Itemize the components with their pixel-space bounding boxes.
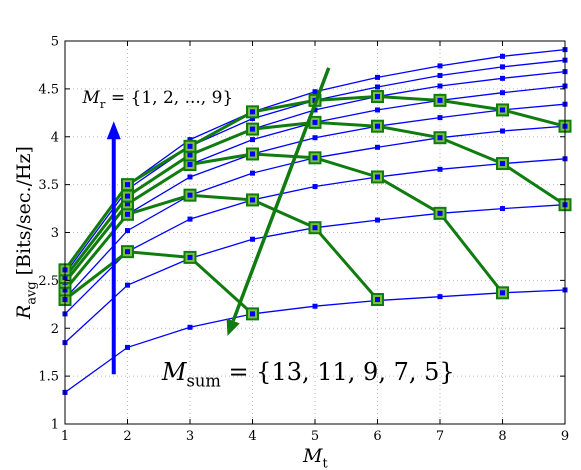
series-point <box>250 137 255 143</box>
y-tick-label: 3 <box>51 226 59 241</box>
series-point <box>500 53 505 59</box>
sum-marker-core <box>187 152 193 158</box>
y-tick-label: 4 <box>51 130 59 145</box>
sum-marker-core <box>125 211 130 217</box>
tick-labels: 1 2 3 4 5 6 7 8 9 1 1.5 2 2.5 3 3.5 4 4.5 5 <box>38 35 569 445</box>
x-tick-label: 4 <box>248 429 256 444</box>
series-point <box>312 89 318 95</box>
series-point <box>125 282 130 288</box>
sum-marker-core <box>250 197 255 203</box>
series-point <box>187 216 193 222</box>
labels: Mt Ravg [Bits/sec./Hz] Mr = {1, 2, ..., 9}… <box>13 88 455 470</box>
sum-marker-core <box>125 249 130 255</box>
series-point <box>125 228 130 234</box>
series-point <box>375 84 380 90</box>
series-point <box>500 206 505 212</box>
series-point <box>375 107 380 113</box>
y-axis-label: Ravg [Bits/sec./Hz] <box>13 146 39 320</box>
x-axis-label: Mt <box>302 445 328 470</box>
x-tick-label: 2 <box>123 429 131 444</box>
y-tick-label: 2 <box>51 322 59 337</box>
x-tick-label: 9 <box>561 429 569 444</box>
series-point <box>312 135 318 141</box>
series-point <box>437 72 443 78</box>
x-tick-label: 7 <box>436 429 444 444</box>
sum-marker-core <box>437 135 443 141</box>
sum-marker-core <box>312 225 318 231</box>
y-tick-label: 2.5 <box>38 274 59 289</box>
msum-arrow-head <box>226 318 240 336</box>
x-tick-label: 3 <box>186 429 194 444</box>
y-tick-label: 3.5 <box>38 178 59 193</box>
sum-marker-core <box>250 151 255 157</box>
sum-curve-3 <box>63 152 504 294</box>
sum-marker-core <box>187 192 193 198</box>
sum-marker-core <box>125 201 130 207</box>
x-tick-label: 1 <box>61 429 69 444</box>
arrows <box>106 67 331 375</box>
series-point <box>437 115 443 121</box>
series-point <box>437 166 443 172</box>
sum-marker-core <box>500 107 505 113</box>
sum-marker-core <box>312 155 318 161</box>
sum-marker-core <box>312 119 318 125</box>
sum-marker-core <box>187 162 193 168</box>
series-point <box>500 90 505 96</box>
series-point <box>375 217 380 223</box>
axes <box>64 40 566 425</box>
sum-marker-core <box>187 254 193 260</box>
y-axis-label-group: Ravg [Bits/sec./Hz] <box>13 146 39 320</box>
y-tick-label: 4.5 <box>38 82 59 97</box>
series-point <box>500 64 505 70</box>
series-point <box>375 74 380 80</box>
series-point <box>312 303 318 309</box>
series-point <box>500 75 505 81</box>
sum-marker-core <box>375 123 380 129</box>
series-point <box>187 137 193 143</box>
sum-marker-core <box>125 182 130 188</box>
series-point <box>250 236 255 242</box>
sum-marker-core <box>250 311 255 317</box>
series-point <box>500 128 505 134</box>
sum-marker-core <box>125 193 130 199</box>
series-point <box>312 107 318 113</box>
series-point <box>187 324 193 330</box>
sum-marker-core <box>187 143 193 149</box>
series-point <box>375 144 380 150</box>
sum-marker-core <box>375 174 380 180</box>
sum-marker-core <box>500 161 505 167</box>
sum-marker-core <box>375 94 380 100</box>
series-point <box>250 116 255 122</box>
series-point <box>312 184 318 190</box>
grid <box>65 41 565 424</box>
msum-arrow-shaft <box>231 67 331 322</box>
series-point <box>250 170 255 176</box>
y-tick-label: 1 <box>51 418 59 433</box>
sum-marker-core <box>375 297 380 303</box>
x-tick-label: 8 <box>498 429 506 444</box>
msum-annotation: Msum = {13, 11, 9, 7, 5} <box>161 358 455 391</box>
series-point <box>437 294 443 300</box>
sum-marker-core <box>250 109 255 115</box>
y-tick-label: 1.5 <box>38 370 59 385</box>
mr-annotation: Mr = {1, 2, ..., 9} <box>82 88 234 111</box>
sum-curve-1 <box>64 250 254 316</box>
sum-curve-2 <box>63 193 379 301</box>
mr-arrow-head <box>106 121 121 140</box>
x-tick-label: 5 <box>311 429 319 444</box>
sum-marker-core <box>250 126 255 132</box>
series-point <box>437 63 443 69</box>
sum-marker-core <box>437 210 443 216</box>
series-point <box>437 83 443 89</box>
series-point <box>187 174 193 180</box>
series-point <box>125 344 130 350</box>
x-tick-label: 6 <box>373 429 381 444</box>
sum-marker-core <box>500 290 505 296</box>
sum-marker-core <box>437 97 443 103</box>
y-tick-label: 5 <box>51 35 59 50</box>
